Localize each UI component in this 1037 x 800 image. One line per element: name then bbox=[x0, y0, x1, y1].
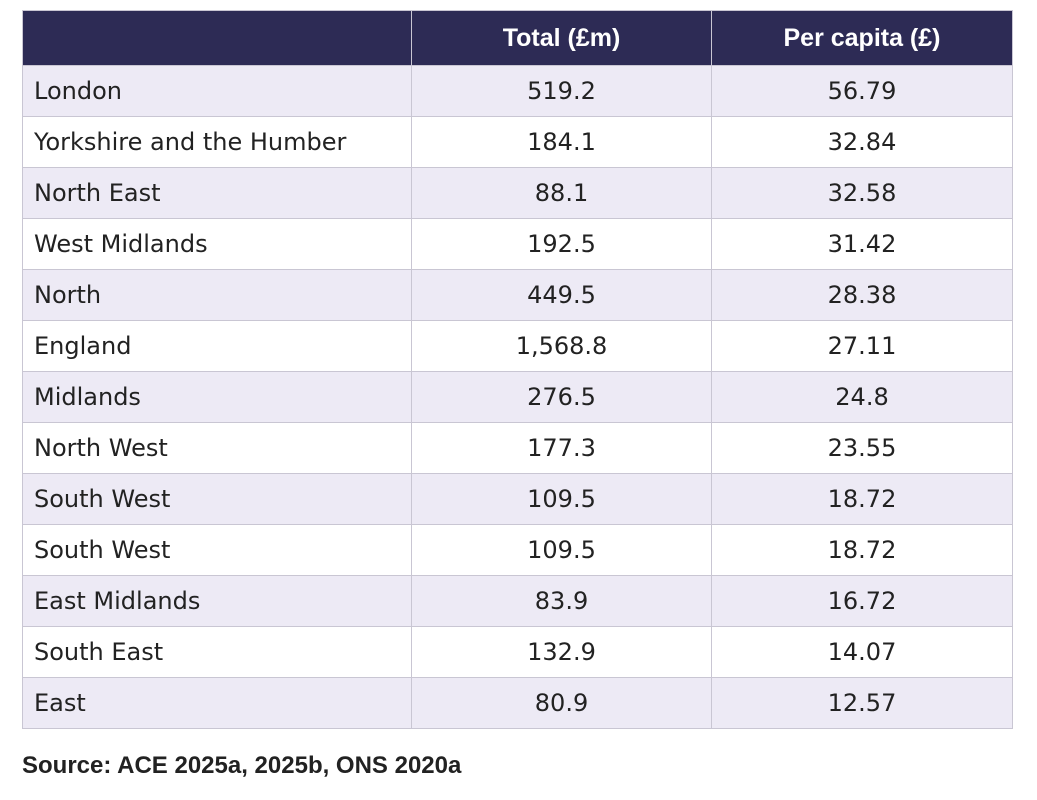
region-cell: East bbox=[22, 677, 412, 729]
total-cell: 88.1 bbox=[411, 167, 712, 219]
per-capita-cell: 24.8 bbox=[711, 371, 1013, 423]
header-region bbox=[22, 10, 412, 66]
region-cell: Yorkshire and the Humber bbox=[22, 116, 412, 168]
per-capita-cell: 16.72 bbox=[711, 575, 1013, 627]
region-cell: West Midlands bbox=[22, 218, 412, 270]
per-capita-cell: 32.84 bbox=[711, 116, 1013, 168]
total-cell: 449.5 bbox=[411, 269, 712, 321]
table-row: East Midlands 83.9 16.72 bbox=[22, 575, 1013, 627]
table-row: South West 109.5 18.72 bbox=[22, 524, 1013, 576]
region-cell: South East bbox=[22, 626, 412, 678]
region-cell: South West bbox=[22, 473, 412, 525]
per-capita-cell: 56.79 bbox=[711, 65, 1013, 117]
region-cell: North East bbox=[22, 167, 412, 219]
table-row: South West 109.5 18.72 bbox=[22, 473, 1013, 525]
per-capita-cell: 14.07 bbox=[711, 626, 1013, 678]
table-header-row: Total (£m) Per capita (£) bbox=[22, 10, 1013, 66]
per-capita-cell: 31.42 bbox=[711, 218, 1013, 270]
total-cell: 276.5 bbox=[411, 371, 712, 423]
table-row: North East 88.1 32.58 bbox=[22, 167, 1013, 219]
table-row: East 80.9 12.57 bbox=[22, 677, 1013, 729]
table-row: England 1,568.8 27.11 bbox=[22, 320, 1013, 372]
total-cell: 177.3 bbox=[411, 422, 712, 474]
region-cell: London bbox=[22, 65, 412, 117]
source-note: Source: ACE 2025a, 2025b, ONS 2020a bbox=[22, 752, 462, 779]
total-cell: 1,568.8 bbox=[411, 320, 712, 372]
total-cell: 184.1 bbox=[411, 116, 712, 168]
per-capita-cell: 27.11 bbox=[711, 320, 1013, 372]
region-cell: North West bbox=[22, 422, 412, 474]
table-body: London 519.2 56.79 Yorkshire and the Humber… bbox=[22, 65, 1013, 729]
region-cell: Midlands bbox=[22, 371, 412, 423]
per-capita-cell: 12.57 bbox=[711, 677, 1013, 729]
header-total: Total (£m) bbox=[411, 10, 712, 66]
total-cell: 109.5 bbox=[411, 473, 712, 525]
region-cell: North bbox=[22, 269, 412, 321]
per-capita-cell: 18.72 bbox=[711, 473, 1013, 525]
total-cell: 519.2 bbox=[411, 65, 712, 117]
regional-funding-table: Total (£m) Per capita (£) London 519.2 56.… bbox=[22, 10, 1013, 729]
table-row: South East 132.9 14.07 bbox=[22, 626, 1013, 678]
total-cell: 83.9 bbox=[411, 575, 712, 627]
region-cell: East Midlands bbox=[22, 575, 412, 627]
table-row: Midlands 276.5 24.8 bbox=[22, 371, 1013, 423]
per-capita-cell: 32.58 bbox=[711, 167, 1013, 219]
table-row: West Midlands 192.5 31.42 bbox=[22, 218, 1013, 270]
per-capita-cell: 18.72 bbox=[711, 524, 1013, 576]
region-cell: South West bbox=[22, 524, 412, 576]
per-capita-cell: 23.55 bbox=[711, 422, 1013, 474]
total-cell: 192.5 bbox=[411, 218, 712, 270]
total-cell: 132.9 bbox=[411, 626, 712, 678]
total-cell: 109.5 bbox=[411, 524, 712, 576]
table-row: North 449.5 28.38 bbox=[22, 269, 1013, 321]
table-row: Yorkshire and the Humber 184.1 32.84 bbox=[22, 116, 1013, 168]
table-row: North West 177.3 23.55 bbox=[22, 422, 1013, 474]
per-capita-cell: 28.38 bbox=[711, 269, 1013, 321]
region-cell: England bbox=[22, 320, 412, 372]
header-per-capita: Per capita (£) bbox=[711, 10, 1013, 66]
table-row: London 519.2 56.79 bbox=[22, 65, 1013, 117]
total-cell: 80.9 bbox=[411, 677, 712, 729]
